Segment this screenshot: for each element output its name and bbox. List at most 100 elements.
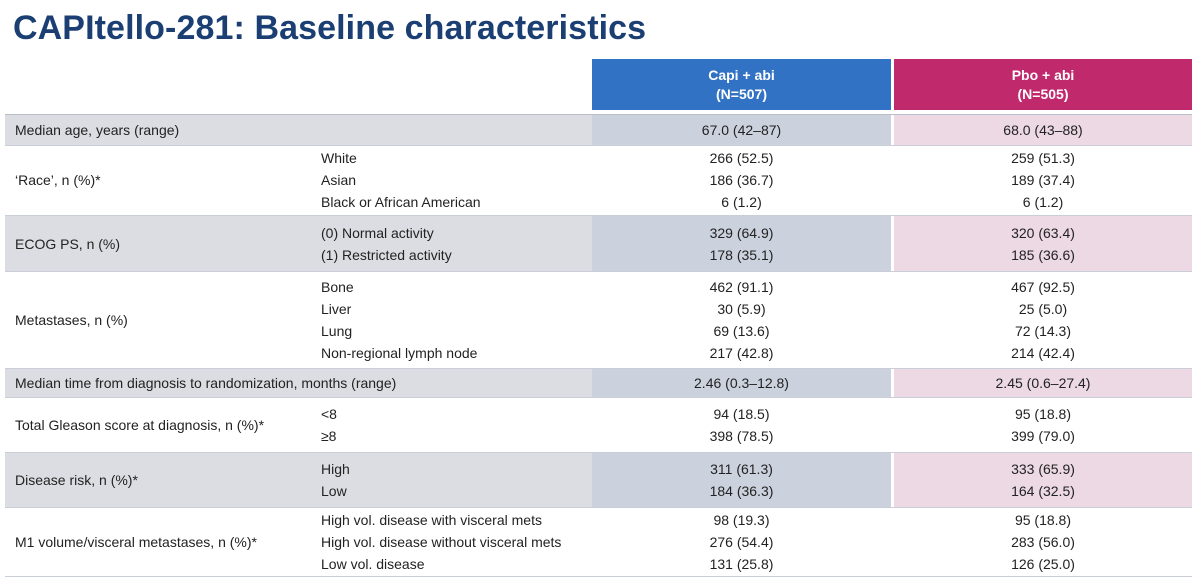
table-row: ‘Race’, n (%)* White Asian Black or African… bbox=[5, 145, 1192, 216]
row-subcategory: <8 bbox=[321, 406, 337, 422]
pbo-value: 6 (1.2) bbox=[1022, 194, 1064, 210]
row-subcategory: White bbox=[321, 150, 357, 166]
capi-abi-arm-n: (N=507) bbox=[716, 85, 767, 102]
pbo-values: 320 (63.4) 185 (36.6) bbox=[894, 216, 1192, 271]
capi-value-cell: 266 (52.5) 186 (36.7) 6 (1.2) bbox=[592, 145, 891, 215]
page-title: CAPItello-281: Baseline characteristics bbox=[13, 9, 647, 47]
capi-value-cell: 94 (18.5) 398 (78.5) bbox=[592, 398, 891, 452]
capi-value-cell: 329 (64.9) 178 (35.1) bbox=[592, 216, 891, 271]
capi-value-cell: 98 (19.3) 276 (54.4) 131 (25.8) bbox=[592, 508, 891, 576]
capi-values: 266 (52.5) 186 (36.7) 6 (1.2) bbox=[592, 145, 891, 215]
pbo-value: 467 (92.5) bbox=[1011, 279, 1075, 295]
pbo-value: 333 (65.9) bbox=[1011, 461, 1075, 477]
row-subcategory: ≥8 bbox=[321, 428, 337, 444]
row-label-cell: Metastases, n (%) Bone Liver Lung Non-region… bbox=[5, 272, 592, 368]
capi-value-cell: 2.46 (0.3–12.8) bbox=[592, 369, 891, 397]
row-subcategories: High Low bbox=[321, 453, 350, 507]
row-label: Metastases, n (%) bbox=[15, 312, 128, 328]
table-row: Metastases, n (%) Bone Liver Lung Non-region… bbox=[5, 272, 1192, 369]
pbo-abi-arm-n: (N=505) bbox=[1017, 85, 1069, 102]
row-subcategory: Non-regional lymph node bbox=[321, 345, 478, 361]
row-subcategories: High vol. disease with visceral mets High… bbox=[321, 508, 561, 576]
pbo-value-cell: 68.0 (43–88) bbox=[894, 115, 1192, 145]
pbo-value-cell: 2.45 (0.6–27.4) bbox=[894, 369, 1192, 397]
capi-values: 2.46 (0.3–12.8) bbox=[592, 369, 891, 397]
pbo-value: 320 (63.4) bbox=[1011, 224, 1075, 241]
pbo-value: 72 (14.3) bbox=[1014, 323, 1072, 339]
capi-value-cell: 462 (91.1) 30 (5.9) 69 (13.6) 217 (42.8) bbox=[592, 272, 891, 368]
pbo-value: 25 (5.0) bbox=[1018, 301, 1068, 317]
capi-value: 266 (52.5) bbox=[709, 150, 774, 166]
row-subcategory: Asian bbox=[321, 172, 357, 188]
row-label-cell: Median time from diagnosis to randomizat… bbox=[5, 369, 592, 397]
capi-value: 186 (36.7) bbox=[709, 172, 774, 188]
capi-value: 184 (36.3) bbox=[709, 483, 774, 499]
row-subcategory: Black or African American bbox=[321, 194, 481, 210]
capi-value: 6 (1.2) bbox=[721, 194, 762, 210]
row-subcategories: <8 ≥8 bbox=[321, 398, 337, 452]
capi-value: 276 (54.4) bbox=[709, 534, 774, 550]
pbo-abi-arm-name: Pbo + abi bbox=[1011, 66, 1075, 83]
pbo-value: 283 (56.0) bbox=[1011, 534, 1075, 550]
row-subcategory: Bone bbox=[321, 279, 354, 295]
table-row: Total Gleason score at diagnosis, n (%)*… bbox=[5, 398, 1192, 453]
pbo-values: 333 (65.9) 164 (32.5) bbox=[894, 453, 1192, 507]
capi-value: 94 (18.5) bbox=[713, 406, 770, 422]
row-subcategory: High bbox=[321, 461, 350, 477]
row-label-cell: Median age, years (range) bbox=[5, 115, 592, 145]
pbo-value: 214 (42.4) bbox=[1011, 345, 1075, 361]
capi-values: 462 (91.1) 30 (5.9) 69 (13.6) 217 (42.8) bbox=[592, 272, 891, 368]
pbo-value-cell: 333 (65.9) 164 (32.5) bbox=[894, 453, 1192, 507]
row-subcategories: White Asian Black or African American bbox=[321, 145, 481, 215]
pbo-values: 95 (18.8) 283 (56.0) 126 (25.0) bbox=[894, 508, 1192, 576]
pbo-value: 164 (32.5) bbox=[1011, 483, 1075, 499]
pbo-value: 95 (18.8) bbox=[1014, 406, 1072, 422]
capi-value: 98 (19.3) bbox=[713, 512, 770, 528]
capi-values: 329 (64.9) 178 (35.1) bbox=[592, 216, 891, 271]
pbo-value-cell: 95 (18.8) 399 (79.0) bbox=[894, 398, 1192, 452]
row-label-cell: M1 volume/visceral metastases, n (%)* Hig… bbox=[5, 508, 592, 576]
pbo-value: 126 (25.0) bbox=[1011, 556, 1075, 572]
capi-abi-arm-name: Capi + abi bbox=[708, 66, 775, 83]
row-label-cell: Disease risk, n (%)* High Low bbox=[5, 453, 592, 507]
row-label: ‘Race’, n (%)* bbox=[15, 172, 101, 188]
capi-value: 311 (61.3) bbox=[710, 461, 773, 477]
pbo-value: 68.0 (43–88) bbox=[1003, 122, 1083, 138]
row-label: Disease risk, n (%)* bbox=[15, 472, 138, 488]
pbo-values: 467 (92.5) 25 (5.0) 72 (14.3) 214 (42.4) bbox=[894, 272, 1192, 368]
capi-value: 67.0 (42–87) bbox=[701, 122, 782, 138]
capi-value: 30 (5.9) bbox=[717, 301, 766, 317]
row-subcategory: High vol. disease without visceral mets bbox=[321, 534, 562, 550]
row-label: Median age, years (range) bbox=[15, 122, 180, 138]
capi-value: 69 (13.6) bbox=[713, 323, 770, 339]
table-row: Disease risk, n (%)* High Low 311 (61.3) 184… bbox=[5, 453, 1192, 508]
pbo-value: 399 (79.0) bbox=[1011, 428, 1075, 444]
row-subcategory: High vol. disease with visceral mets bbox=[321, 512, 542, 528]
pbo-values: 68.0 (43–88) bbox=[894, 115, 1192, 145]
row-label-cell: Total Gleason score at diagnosis, n (%)*… bbox=[5, 398, 592, 452]
pbo-values: 95 (18.8) 399 (79.0) bbox=[894, 398, 1192, 452]
pbo-value: 2.45 (0.6–27.4) bbox=[995, 375, 1091, 391]
row-subcategory: Lung bbox=[321, 323, 353, 339]
row-label: Median time from diagnosis to randomizat… bbox=[15, 375, 397, 391]
pbo-value: 95 (18.8) bbox=[1014, 512, 1072, 528]
row-subcategory: Low vol. disease bbox=[321, 556, 425, 572]
pbo-value-cell: 320 (63.4) 185 (36.6) bbox=[894, 216, 1192, 271]
capi-value-cell: 311 (61.3) 184 (36.3) bbox=[592, 453, 891, 507]
row-subcategories: Bone Liver Lung Non-regional lymph node bbox=[321, 272, 477, 368]
pbo-values: 2.45 (0.6–27.4) bbox=[894, 369, 1192, 397]
pbo-value-cell: 467 (92.5) 25 (5.0) 72 (14.3) 214 (42.4) bbox=[894, 272, 1192, 368]
pbo-value: 259 (51.3) bbox=[1011, 150, 1075, 166]
capi-value: 398 (78.5) bbox=[709, 428, 774, 444]
row-label: Total Gleason score at diagnosis, n (%)* bbox=[15, 417, 265, 433]
pbo-value-cell: 259 (51.3) 189 (37.4) 6 (1.2) bbox=[894, 145, 1192, 215]
pbo-values: 259 (51.3) 189 (37.4) 6 (1.2) bbox=[894, 145, 1192, 215]
row-label: M1 volume/visceral metastases, n (%)* bbox=[15, 534, 257, 550]
capi-values: 311 (61.3) 184 (36.3) bbox=[592, 453, 891, 507]
pbo-abi-column-header: Pbo + abi (N=505) bbox=[894, 59, 1192, 110]
row-subcategory: Liver bbox=[321, 301, 352, 317]
capi-value: 178 (35.1) bbox=[709, 246, 774, 263]
row-subcategories: (0) Normal activity (1) Restricted activi… bbox=[321, 216, 452, 271]
capi-value: 462 (91.1) bbox=[709, 279, 774, 295]
